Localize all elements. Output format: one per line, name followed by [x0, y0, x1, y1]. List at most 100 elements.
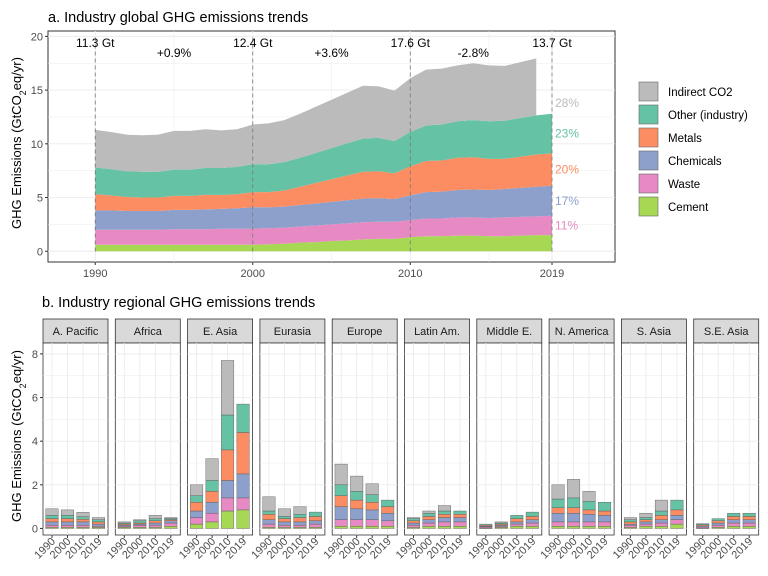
bar-segment-waste [742, 522, 756, 527]
facet-strip [548, 318, 615, 344]
bar-segment-waste [438, 521, 451, 527]
panel-a-y-tick-label: 15 [31, 85, 43, 97]
bar-segment-other-industry [582, 500, 596, 511]
bar-segment-chemicals [236, 473, 250, 499]
bar-segment-waste [205, 512, 219, 523]
bar-segment-cement [510, 526, 524, 529]
bar-segment-metals [582, 509, 596, 515]
bar-segment-other-industry [45, 515, 59, 519]
legend-label-cement: Cement [668, 202, 709, 214]
bar-segment-waste [422, 522, 436, 527]
bar-segment-waste [76, 524, 90, 528]
bar-segment-chemicals [92, 523, 105, 527]
bar-segment-other-industry [639, 517, 653, 520]
bar-segment-waste [670, 519, 684, 525]
bar-segment-waste [262, 523, 276, 528]
bar-segment-indirect-co2 [654, 499, 668, 512]
bar-segment-metals [221, 449, 235, 481]
facet-strip-label: Europe [347, 326, 382, 338]
bar-segment-cement [164, 526, 178, 529]
bar-segment-other-industry [438, 510, 451, 515]
facet-strip-label: E. Asia [203, 326, 238, 338]
bar-segment-cement [525, 526, 539, 529]
bar-segment-waste [133, 524, 147, 528]
bar-segment-chemicals [293, 521, 307, 526]
bar-segment-indirect-co2 [567, 479, 581, 499]
growth-rate-label: +3.6% [314, 46, 349, 60]
bar-segment-waste [381, 520, 395, 527]
panel-b: b. Industry regional GHG emissions trend… [9, 295, 760, 561]
bar-segment-waste [148, 524, 162, 528]
bar-segment-chemicals [190, 510, 204, 518]
bar-segment-other-industry [365, 494, 379, 503]
panel-b-y-tick-label: 2 [32, 480, 38, 492]
area-indirect-co2 [95, 58, 537, 172]
bar-segment-indirect-co2 [551, 484, 565, 500]
bar-segment-cement [551, 526, 565, 529]
panel-a-y-tick-label: 20 [31, 31, 43, 43]
area-waste [95, 215, 552, 245]
bar-segment-metals [365, 502, 379, 511]
panel-b-y-tick-label: 0 [32, 523, 38, 535]
bar-segment-other-industry [696, 523, 710, 525]
panel-b-y-tick-label: 8 [32, 349, 38, 361]
bar-segment-metals [236, 432, 250, 475]
bar-segment-chemicals [567, 512, 581, 523]
facet-strip-label: Eurasia [274, 326, 312, 338]
legend-swatch-metals [638, 127, 659, 148]
bar-segment-chemicals [654, 519, 668, 524]
share-label-waste: 11% [555, 218, 578, 232]
bar-segment-cement [350, 526, 364, 529]
bar-segment-metals [334, 495, 348, 507]
facet-strip-label: Latin Am. [414, 326, 460, 338]
bar-segment-chemicals [205, 502, 219, 514]
bar-segment-indirect-co2 [582, 491, 596, 502]
bar-segment-waste [365, 519, 379, 527]
bar-segment-metals [262, 514, 276, 520]
bar-segment-other-industry [308, 511, 322, 517]
share-label-chemicals: 17% [555, 194, 579, 208]
bar-segment-waste [236, 497, 250, 511]
facet-strip [331, 318, 398, 344]
bar-segment-indirect-co2 [334, 463, 348, 486]
bar-segment-indirect-co2 [293, 506, 307, 515]
bar-segment-metals [510, 518, 524, 523]
bar-segment-waste [164, 522, 178, 527]
bar-segment-other-industry [334, 484, 348, 496]
bar-segment-metals [190, 502, 204, 512]
bar-segment-metals [742, 516, 756, 520]
bar-segment-metals [525, 516, 539, 520]
share-label-other-industry: 23% [555, 127, 579, 141]
bar-segment-other-industry [727, 512, 741, 517]
bar-segment-cement [453, 526, 467, 529]
facet-strip-label: S. Asia [637, 326, 672, 338]
bar-segment-chemicals [510, 521, 524, 525]
panel-a-y-tick-label: 5 [37, 193, 43, 205]
bar-segment-chemicals [148, 522, 162, 526]
bar-segment-waste [727, 522, 741, 527]
bar-segment-other-industry [711, 518, 725, 522]
bar-segment-indirect-co2 [262, 496, 276, 512]
bar-segment-other-industry [92, 519, 105, 523]
share-label-metals: 20% [555, 163, 579, 177]
bar-segment-chemicals [76, 521, 90, 526]
facet-strip-label: S.E. Asia [704, 326, 750, 338]
bar-segment-cement [670, 523, 684, 529]
bar-segment-indirect-co2 [76, 512, 90, 517]
bar-segment-indirect-co2 [350, 475, 364, 492]
bar-segment-other-industry [133, 520, 147, 524]
bar-segment-waste [190, 517, 204, 525]
bar-segment-chemicals [422, 519, 436, 524]
panel-a-period-lines [94, 37, 553, 254]
bar-segment-chemicals [61, 521, 74, 526]
facet-plot-area [114, 342, 181, 536]
bar-segment-other-industry [205, 480, 219, 492]
bar-segment-chemicals [365, 509, 379, 520]
legend: Indirect CO2 Other (industry) Metals Chemic… [638, 81, 748, 217]
bar-segment-chemicals [582, 514, 596, 523]
bar-segment-chemicals [334, 506, 348, 520]
bar-segment-indirect-co2 [494, 521, 508, 524]
legend-swatch-other-industry [638, 104, 659, 125]
bar-segment-metals [551, 507, 565, 514]
